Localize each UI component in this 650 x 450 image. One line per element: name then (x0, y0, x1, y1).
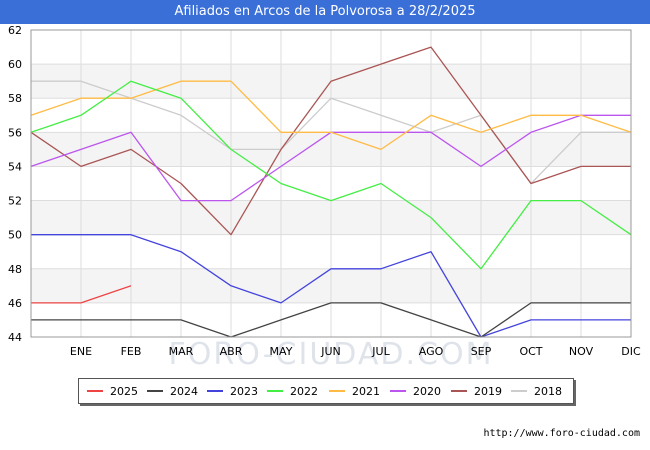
legend-item-2022: 2022 (267, 379, 318, 403)
legend: 2025 2024 2023 2022 2021 2020 2019 2018 (78, 378, 574, 404)
legend-label-2020: 2020 (413, 384, 441, 398)
series-line-2025 (31, 285, 132, 304)
legend-swatch-2021 (329, 390, 345, 392)
legend-swatch-2018 (511, 390, 527, 392)
legend-swatch-2024 (147, 390, 163, 392)
legend-label-2023: 2023 (230, 384, 258, 398)
x-tick-label: AGO (419, 345, 444, 358)
y-tick-label: 48 (8, 263, 22, 276)
legend-item-2020: 2020 (390, 379, 441, 403)
legend-label-2022: 2022 (290, 384, 318, 398)
legend-item-2021: 2021 (329, 379, 380, 403)
x-tick-label: SEP (471, 345, 492, 358)
chart-title: Afiliados en Arcos de la Polvorosa a 28/… (0, 0, 650, 24)
y-tick-label: 52 (8, 195, 22, 208)
legend-item-2024: 2024 (147, 379, 198, 403)
y-tick-label: 50 (8, 229, 22, 242)
y-tick-label: 56 (8, 126, 22, 139)
watermark: FORO-CIUDAD.COM (169, 337, 494, 372)
legend-swatch-2023 (207, 390, 223, 392)
x-tick-label: FEB (121, 345, 142, 358)
legend-swatch-2020 (390, 390, 406, 392)
legend-swatch-2022 (267, 390, 283, 392)
legend-label-2019: 2019 (474, 384, 502, 398)
x-tick-label: ENE (70, 345, 92, 358)
y-tick-label: 62 (8, 24, 22, 37)
series-line-2022 (30, 80, 632, 270)
y-tick-label: 54 (8, 160, 22, 173)
x-tick-label: JUL (371, 345, 390, 358)
y-tick-label: 46 (8, 297, 22, 310)
x-tick-label: DIC (621, 345, 641, 358)
x-tick-label: NOV (569, 345, 594, 358)
y-tick-label: 44 (8, 331, 22, 344)
legend-swatch-2025 (87, 390, 103, 392)
legend-item-2023: 2023 (207, 379, 258, 403)
x-tick-label: MAR (169, 345, 194, 358)
x-tick-label: JUN (320, 345, 341, 358)
legend-label-2024: 2024 (170, 384, 198, 398)
y-tick-label: 58 (8, 92, 22, 105)
series-line-2023 (31, 234, 631, 338)
x-tick-label: OCT (519, 345, 542, 358)
legend-swatch-2019 (451, 390, 467, 392)
x-tick-label: MAY (270, 345, 293, 358)
legend-label-2025: 2025 (110, 384, 138, 398)
series-line-2019 (30, 46, 631, 236)
x-tick-label: ABR (220, 345, 243, 358)
source-url: http://www.foro-ciudad.com (483, 428, 640, 439)
series-line-2024 (31, 302, 631, 338)
legend-item-2025: 2025 (87, 379, 138, 403)
plot-frame (30, 29, 632, 338)
legend-item-2018: 2018 (511, 379, 562, 403)
legend-label-2018: 2018 (534, 384, 562, 398)
legend-item-2019: 2019 (451, 379, 502, 403)
legend-label-2021: 2021 (352, 384, 380, 398)
series-line-2021 (30, 80, 632, 151)
y-tick-label: 60 (8, 58, 22, 71)
